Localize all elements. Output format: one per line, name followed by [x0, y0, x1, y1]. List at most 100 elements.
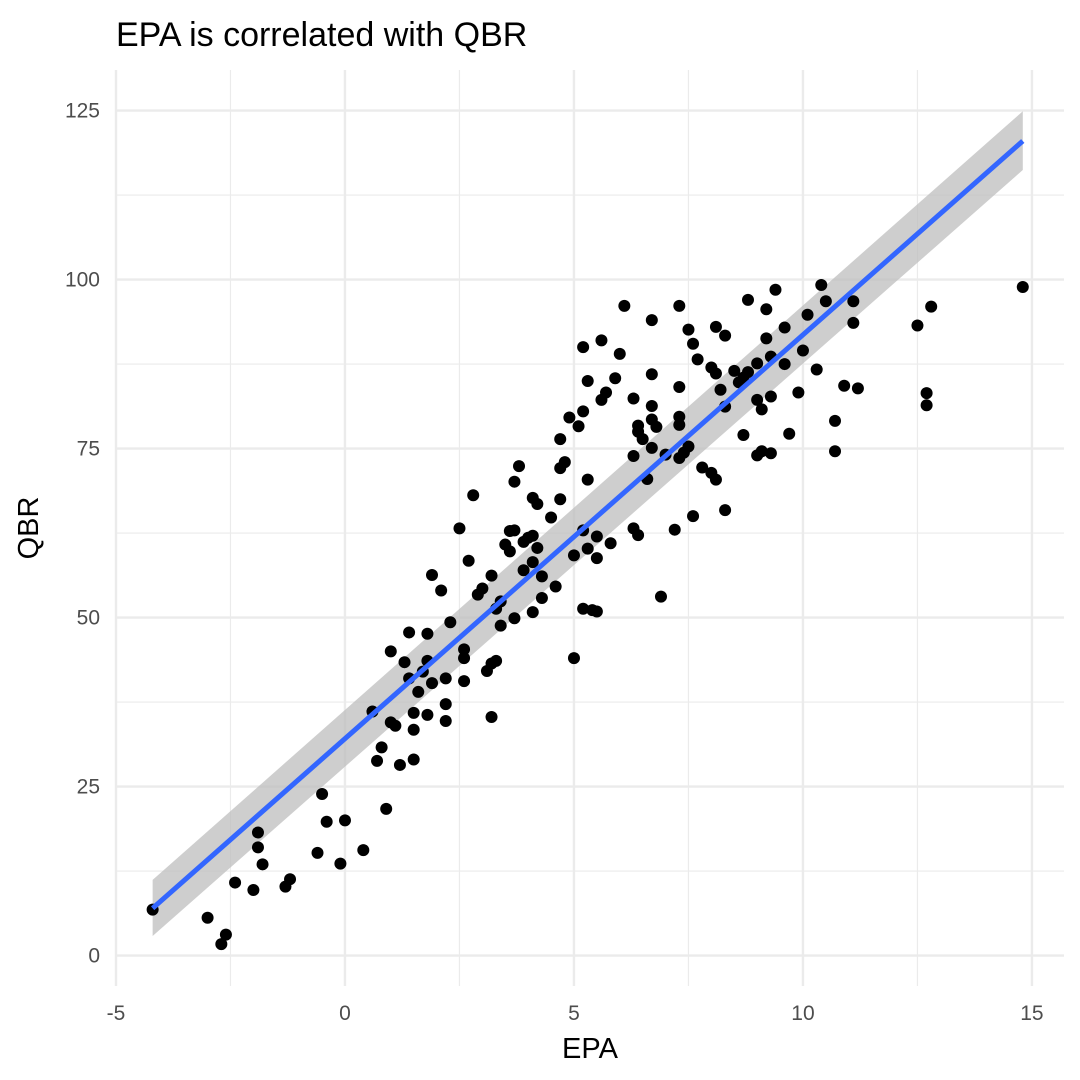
data-point — [801, 308, 814, 321]
data-point — [645, 399, 658, 412]
data-point — [673, 381, 686, 394]
data-point — [920, 399, 933, 412]
data-point — [851, 382, 864, 395]
data-point — [590, 552, 603, 565]
data-point — [421, 708, 434, 721]
data-point — [778, 321, 791, 334]
data-point — [485, 710, 498, 723]
data-point — [654, 590, 667, 603]
data-point — [627, 450, 640, 463]
data-point — [531, 498, 544, 511]
data-point — [393, 758, 406, 771]
y-tick-label: 50 — [77, 607, 100, 630]
data-point — [581, 542, 594, 555]
data-point — [911, 319, 924, 332]
data-point — [577, 602, 590, 615]
y-axis-title: QBR — [13, 497, 45, 560]
data-point — [357, 844, 370, 857]
data-point — [613, 347, 626, 360]
data-point — [682, 440, 695, 453]
data-point — [709, 320, 722, 333]
x-axis-ticks: -5 0 5 10 15 — [107, 1002, 1044, 1025]
data-point — [458, 643, 471, 656]
data-point — [311, 846, 324, 859]
data-point — [925, 300, 938, 313]
data-point — [549, 580, 562, 593]
data-point — [719, 504, 732, 517]
data-point — [760, 303, 773, 316]
data-point — [815, 278, 828, 291]
data-point — [426, 568, 438, 581]
data-point — [407, 706, 420, 719]
regression-line — [150, 139, 1025, 911]
data-point — [760, 332, 773, 345]
x-tick-label: 15 — [1020, 1002, 1043, 1025]
data-point — [742, 293, 754, 306]
data-point — [595, 334, 608, 347]
data-point — [426, 677, 438, 690]
data-point — [572, 420, 585, 433]
data-point — [458, 652, 471, 665]
data-point — [769, 283, 782, 296]
data-point — [535, 570, 548, 583]
data-point — [618, 299, 631, 312]
data-point — [508, 475, 521, 488]
y-axis-ticks: 0 25 50 75 100 125 — [65, 100, 100, 968]
data-point — [829, 414, 842, 427]
data-point — [829, 445, 842, 458]
data-point — [581, 374, 594, 387]
data-point — [755, 403, 768, 416]
data-point — [535, 591, 548, 604]
data-point — [728, 364, 741, 377]
data-point — [714, 383, 727, 396]
data-point — [645, 314, 658, 327]
data-point — [371, 754, 384, 767]
data-point — [764, 390, 777, 403]
data-point — [682, 323, 695, 336]
data-point — [229, 876, 242, 889]
data-point — [384, 645, 397, 658]
data-point — [847, 316, 860, 329]
data-point — [316, 788, 329, 801]
data-point — [545, 511, 558, 524]
scatter-points — [146, 278, 1029, 951]
data-point — [462, 554, 475, 567]
data-point — [650, 420, 663, 433]
data-point — [581, 473, 594, 486]
data-point — [256, 858, 269, 871]
data-point — [673, 299, 686, 312]
data-point — [251, 841, 264, 854]
data-point — [338, 814, 351, 827]
data-point — [796, 344, 809, 357]
data-point — [632, 529, 645, 542]
x-tick-label: 0 — [339, 1002, 351, 1025]
data-point — [920, 387, 933, 400]
data-point — [476, 582, 489, 595]
data-point — [458, 675, 471, 688]
data-point — [577, 341, 590, 354]
data-point — [380, 802, 393, 815]
data-point — [554, 433, 567, 446]
data-point — [691, 353, 704, 366]
data-point — [526, 529, 539, 542]
data-point — [513, 460, 526, 473]
data-point — [645, 441, 658, 454]
y-tick-label: 25 — [77, 776, 100, 799]
data-point — [407, 723, 420, 736]
data-point — [590, 605, 603, 618]
data-point — [407, 753, 420, 766]
x-axis-title: EPA — [562, 1033, 619, 1065]
data-point — [398, 656, 411, 669]
data-point — [792, 386, 805, 399]
data-point — [696, 461, 709, 474]
data-point — [531, 541, 544, 554]
data-point — [526, 556, 539, 569]
y-tick-label: 100 — [65, 269, 100, 292]
data-point — [412, 685, 425, 698]
data-point — [439, 698, 452, 711]
data-point — [604, 537, 617, 550]
data-point — [1016, 281, 1029, 294]
data-point — [219, 928, 232, 941]
data-point — [421, 627, 434, 640]
